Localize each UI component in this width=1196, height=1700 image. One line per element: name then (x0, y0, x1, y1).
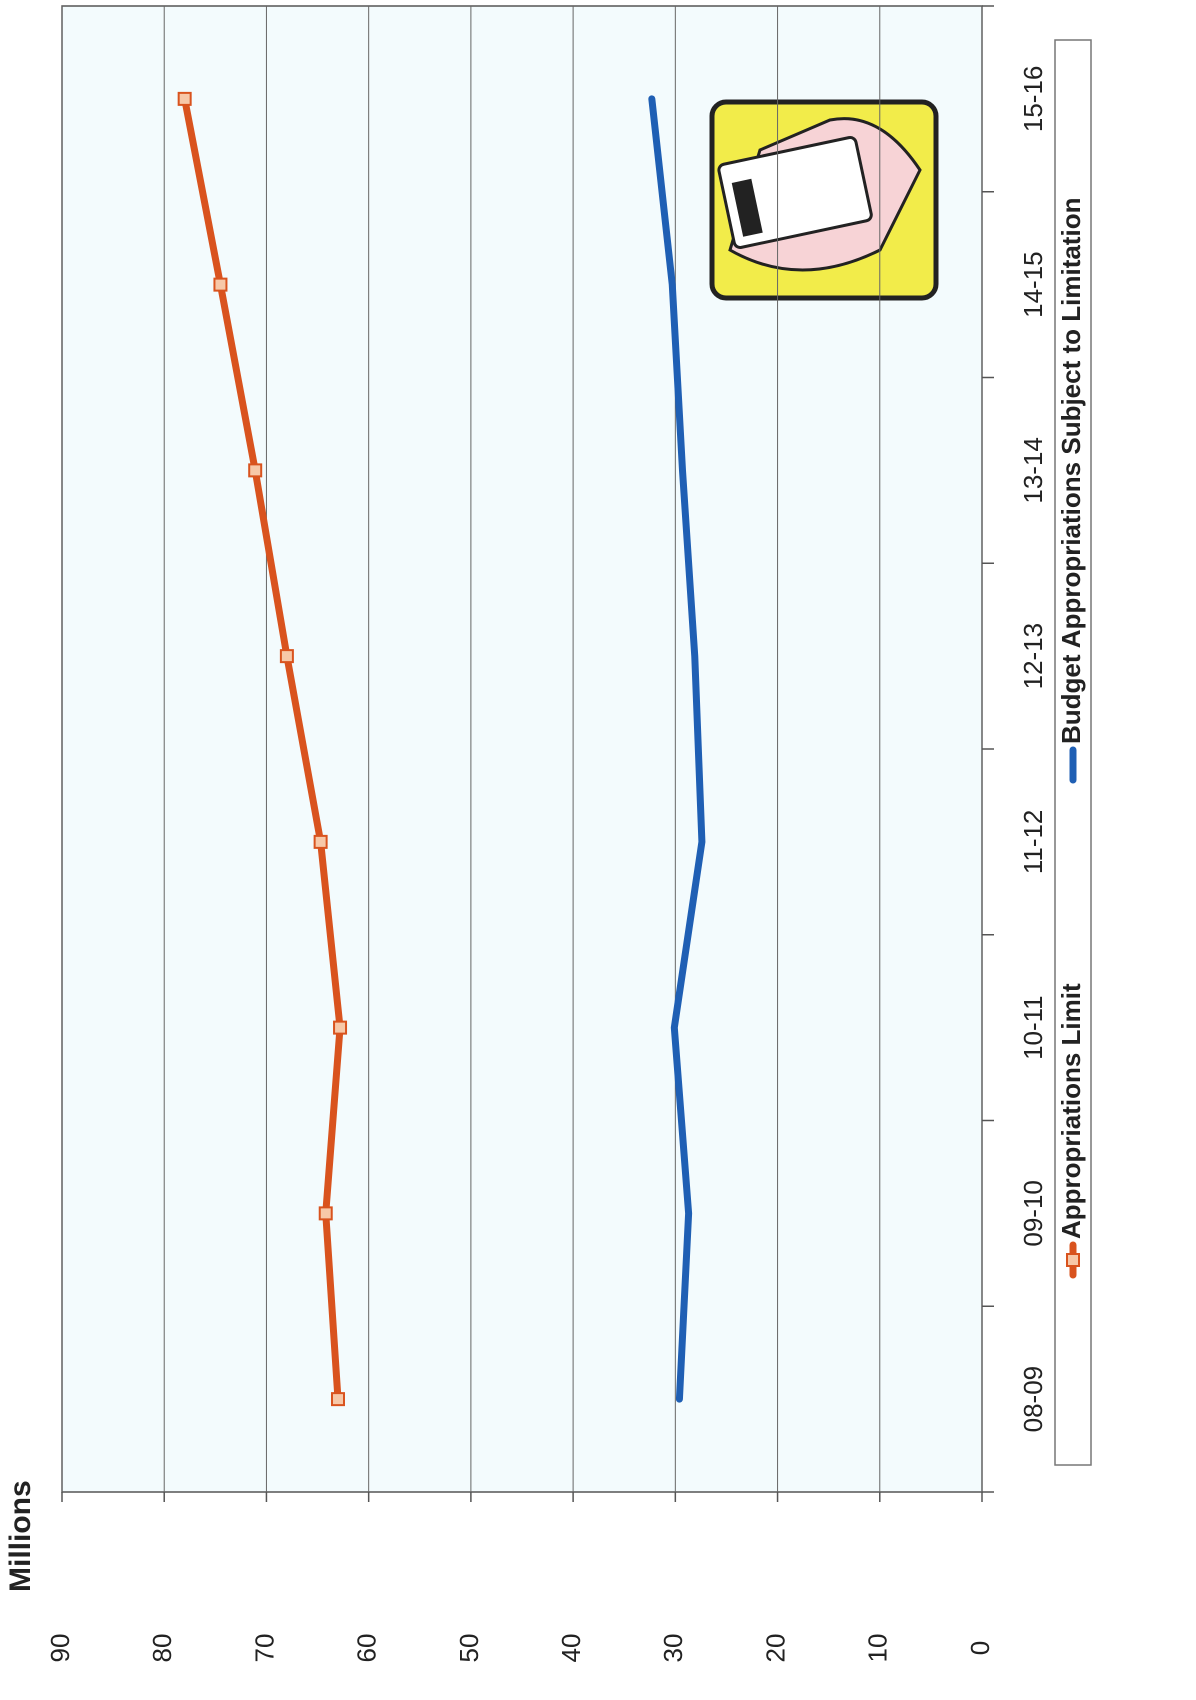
category-label: 11-12 (1018, 810, 1048, 875)
data-point (177, 91, 192, 106)
value-tick-label: 40 (556, 1634, 586, 1663)
value-tick-label: 70 (249, 1634, 279, 1663)
data-point (318, 1206, 333, 1221)
axis-label: Millions (4, 1480, 37, 1592)
category-label: 08-09 (1018, 1366, 1048, 1433)
data-point (279, 649, 294, 664)
value-tick-label: 60 (352, 1634, 382, 1663)
value-tick-label: 0 (965, 1641, 995, 1655)
series-line (181, 95, 344, 1403)
legend-marker (1066, 1253, 1080, 1267)
category-label: 15-16 (1018, 66, 1048, 133)
series-line (648, 95, 706, 1403)
category-label: 10-11 (1018, 995, 1048, 1060)
calculator-icon (709, 99, 939, 301)
legend-label: Budget Appropriations Subject to Limitat… (1056, 198, 1086, 744)
legend-label: Appropriations Limit (1056, 983, 1086, 1239)
value-tick-label: 10 (863, 1634, 893, 1663)
data-point (331, 1392, 345, 1407)
data-point (333, 1020, 348, 1035)
value-tick-label: 50 (454, 1634, 484, 1663)
category-label: 12-13 (1018, 623, 1048, 690)
value-tick-label: 30 (658, 1634, 688, 1663)
data-point (213, 277, 228, 292)
value-tick-label: 80 (147, 1634, 177, 1663)
data-point (248, 463, 263, 478)
category-label: 09-10 (1018, 1180, 1048, 1247)
category-label: 13-14 (1018, 437, 1048, 504)
category-label: 14-15 (1018, 251, 1048, 318)
value-tick-label: 90 (45, 1634, 75, 1663)
data-point (313, 834, 328, 849)
value-tick-label: 20 (760, 1634, 790, 1663)
